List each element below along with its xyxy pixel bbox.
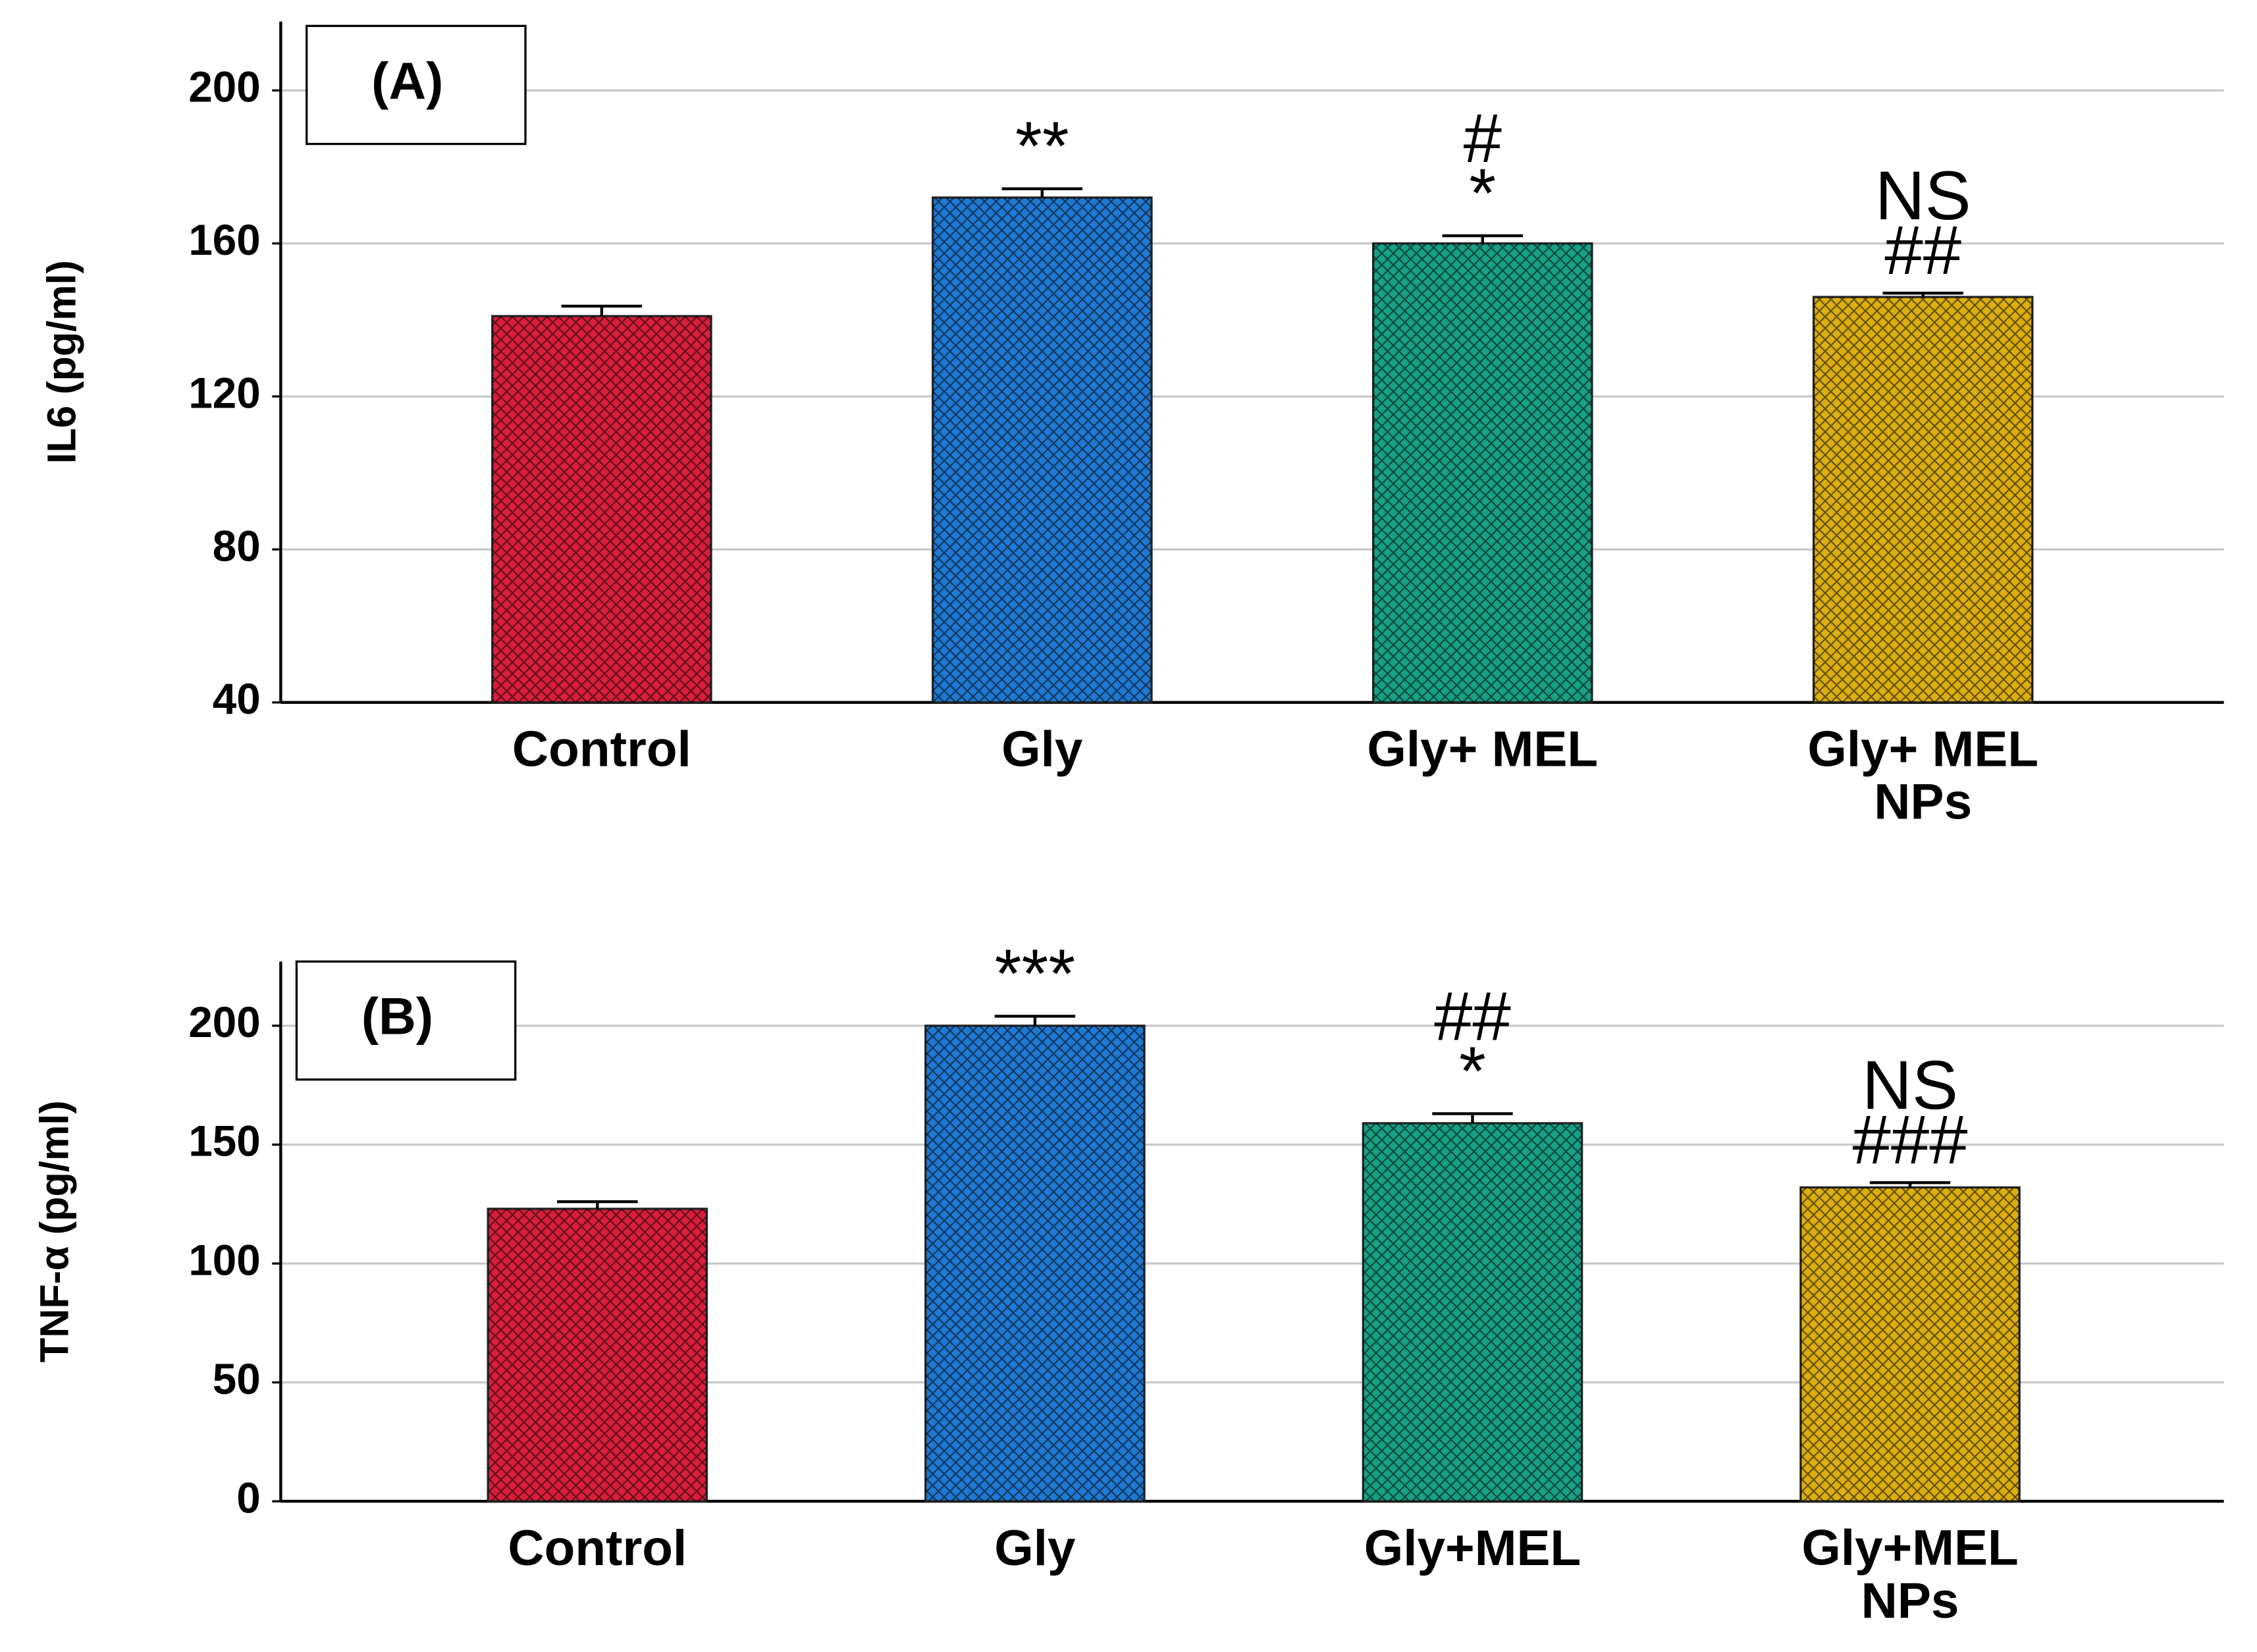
error-bar (557, 1200, 638, 1209)
y-tick-label: 100 (188, 1236, 260, 1284)
significance-label: ** (1015, 108, 1069, 185)
x-tick-label: Control (512, 722, 691, 778)
significance-label: ### (1853, 1102, 1968, 1179)
x-tick-label: Gly+ MEL (1367, 722, 1598, 778)
bar-hatch (1813, 297, 2032, 703)
bar-hatch (492, 316, 712, 703)
error-bar (1432, 1112, 1513, 1123)
y-tick-label: 40 (213, 675, 261, 723)
y-tick-label: 200 (188, 63, 260, 111)
significance-label: # (1464, 100, 1502, 177)
error-bar (994, 1015, 1076, 1026)
y-tick-label: 120 (188, 369, 260, 417)
significance-label: * (1459, 1032, 1486, 1109)
significance-label: ## (1884, 212, 1961, 289)
panel-label-box (295, 960, 517, 1081)
panel-label: (A) (371, 52, 443, 110)
x-tick-label: Gly+ MEL NPs (1807, 722, 2038, 830)
bar-hatch (1363, 1123, 1582, 1502)
bar-hatch (925, 1025, 1145, 1502)
bar-hatch (1373, 243, 1592, 703)
error-bar (561, 304, 643, 317)
x-tick-label: Control (508, 1520, 687, 1576)
significance-label: NS (1862, 1047, 1958, 1124)
bar-hatch (488, 1208, 707, 1502)
significance-label: ## (1434, 978, 1511, 1055)
significance-label: NS (1875, 157, 1971, 234)
y-axis-title: IL6 (pg/ml) (40, 260, 84, 464)
y-tick-label: 150 (188, 1117, 260, 1165)
significance-label: * (1469, 155, 1496, 232)
x-tick-label: Gly (994, 1520, 1076, 1576)
y-tick-label: 200 (188, 998, 260, 1046)
y-tick-label: 80 (213, 522, 261, 570)
panel-label: (B) (361, 988, 433, 1046)
x-tick-label: Gly+MEL (1364, 1520, 1581, 1576)
bar-hatch (1800, 1187, 2020, 1502)
panel-label-box (305, 24, 527, 146)
significance-label: *** (995, 935, 1076, 1012)
x-tick-label: Gly (1001, 722, 1083, 778)
error-bar (1442, 234, 1523, 244)
error-bar (1001, 187, 1083, 198)
error-bar (1869, 1181, 1951, 1188)
y-tick-label: 0 (236, 1474, 260, 1522)
bar-hatch (932, 198, 1152, 703)
x-tick-label: Gly+MEL NPs (1801, 1520, 2018, 1629)
y-axis-title: TNF-α (pg/ml) (32, 1100, 77, 1362)
y-tick-label: 160 (188, 216, 260, 264)
y-tick-label: 50 (213, 1355, 261, 1403)
error-bar (1882, 292, 1963, 298)
